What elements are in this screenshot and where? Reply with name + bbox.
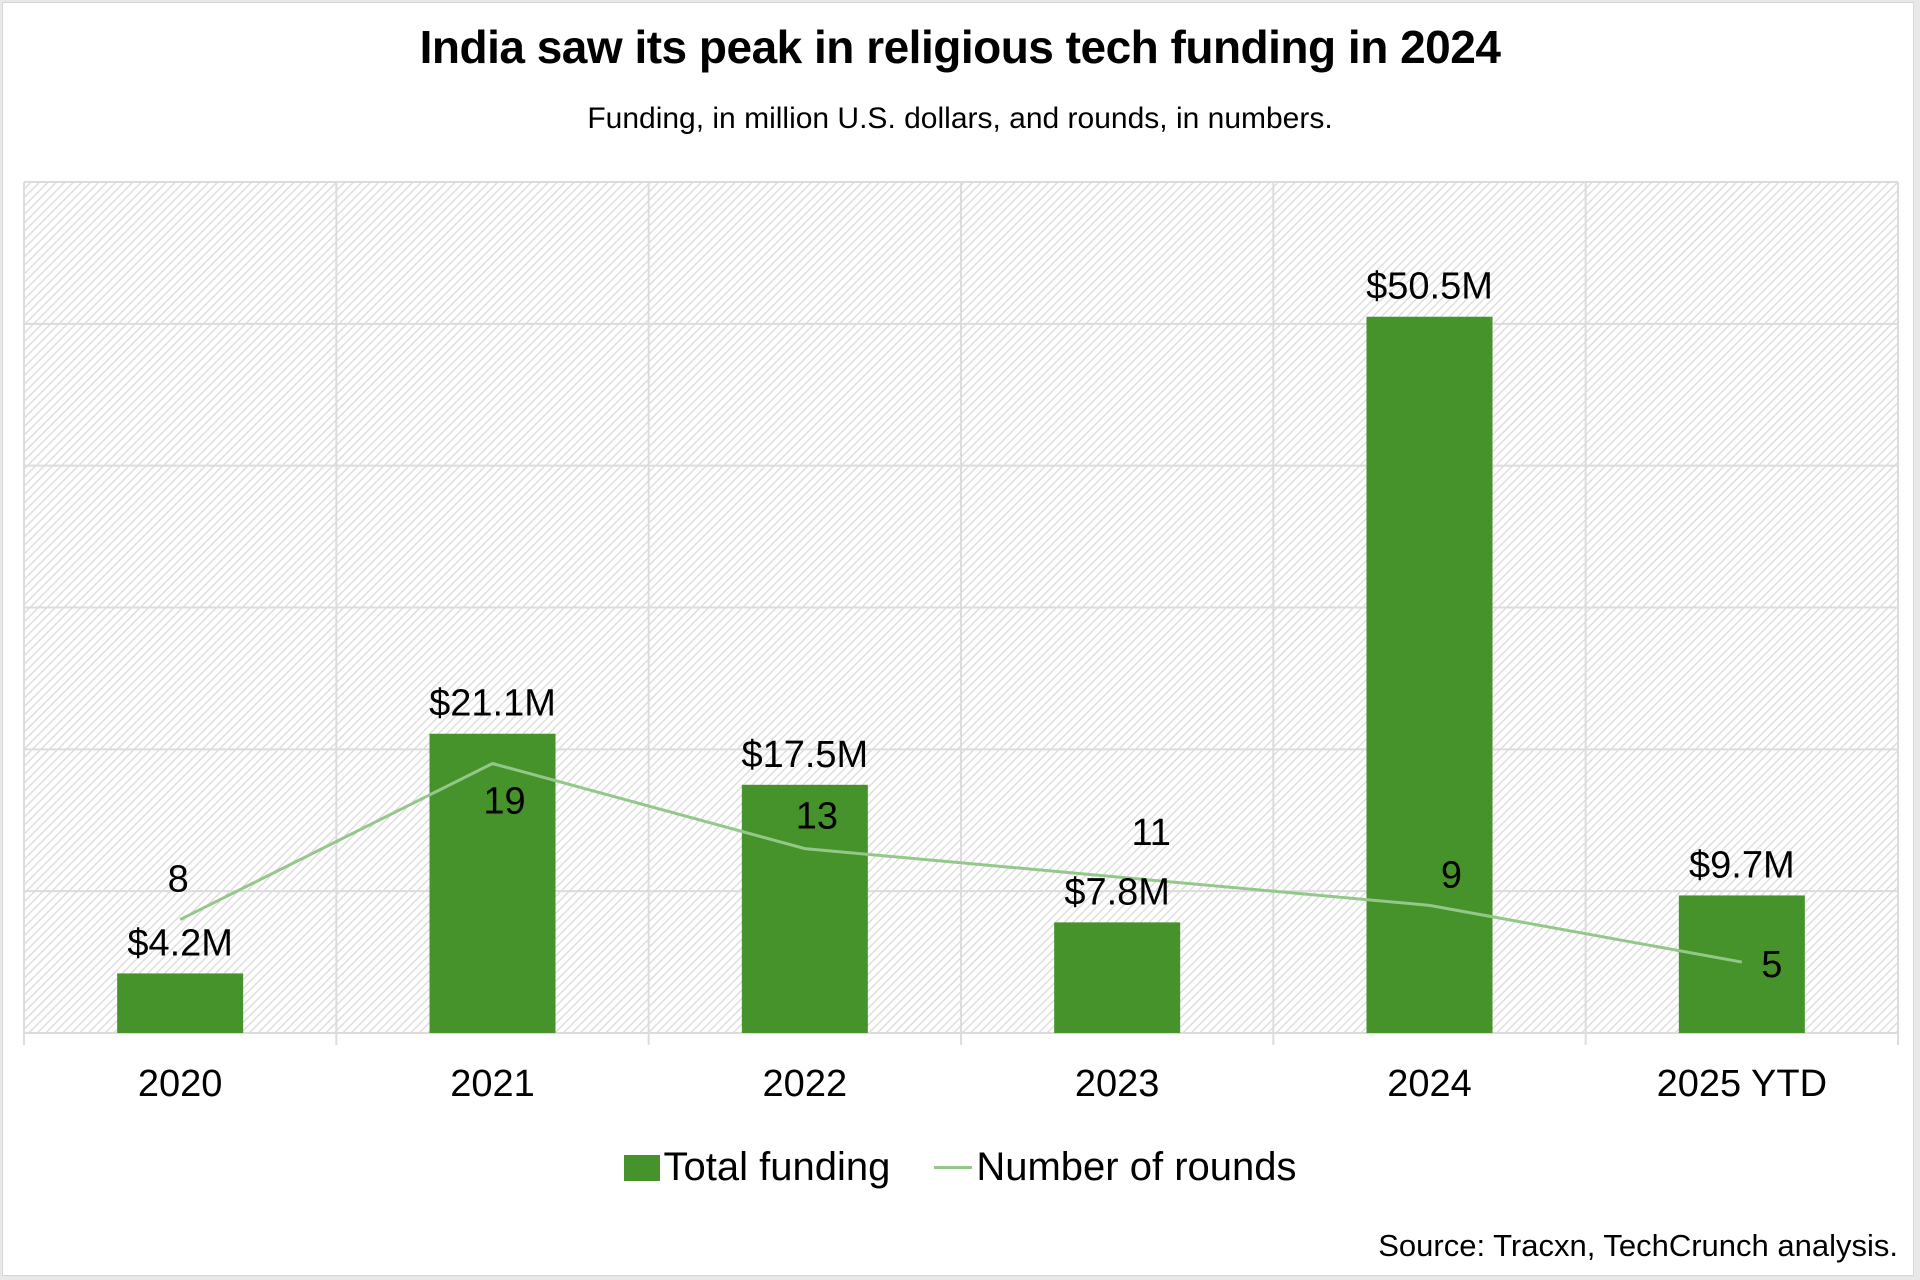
line-value-label: 19 (483, 781, 525, 823)
legend-line-swatch-icon (934, 1166, 973, 1169)
legend-item-number-of-rounds: Number of rounds (934, 1145, 1297, 1190)
line-value-label: 11 (1131, 812, 1170, 854)
bar-value-label: $7.8M (1064, 871, 1170, 913)
line-number-of-rounds (179, 761, 1743, 964)
legend-label-total-funding: Total funding (663, 1145, 891, 1189)
legend-label-number-of-rounds: Number of rounds (976, 1145, 1297, 1189)
bar-total-funding (1054, 922, 1181, 1033)
bar-value-label: $9.7M (1689, 844, 1795, 886)
bar-total-funding (1366, 316, 1493, 1033)
bar-value-label: $21.1M (429, 683, 556, 725)
bar-value-label: $50.5M (1366, 266, 1493, 308)
x-tick-label: 2021 (450, 1063, 535, 1105)
chart-title: India saw its peak in religious tech fun… (419, 21, 1501, 73)
legend: Total funding Number of rounds (0, 1145, 1920, 1190)
chart-subtitle: Funding, in million U.S. dollars, and ro… (587, 102, 1333, 135)
x-tick-label: 2023 (1075, 1063, 1160, 1105)
x-tick-label: 2022 (763, 1063, 848, 1105)
bar-total-funding (741, 784, 868, 1033)
bar-total-funding (117, 973, 244, 1033)
source-note: Source: Tracxn, TechCrunch analysis. (1378, 1228, 1898, 1263)
line-value-label: 13 (796, 796, 838, 838)
legend-bar-swatch-icon (623, 1154, 660, 1181)
line-value-label: 9 (1441, 854, 1462, 896)
x-tick-label: 2020 (138, 1063, 223, 1105)
line-value-label: 8 (168, 859, 189, 901)
bar-value-label: $4.2M (127, 922, 233, 964)
bar-total-funding (429, 733, 556, 1033)
x-tick-label: 2024 (1387, 1063, 1472, 1105)
legend-item-total-funding: Total funding (623, 1145, 891, 1190)
line-value-label: 5 (1761, 944, 1782, 986)
bar-total-funding (1678, 895, 1805, 1033)
bar-value-label: $17.5M (741, 734, 868, 776)
x-tick-label: 2025 YTD (1657, 1063, 1827, 1105)
